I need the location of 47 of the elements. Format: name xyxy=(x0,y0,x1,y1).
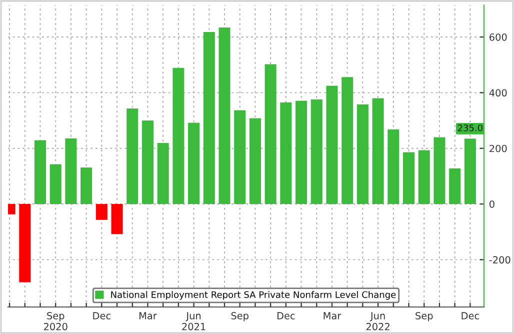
data-label: 235.0 xyxy=(458,124,483,132)
bar xyxy=(19,204,31,282)
x-tick-label: Sep 2020 xyxy=(44,312,68,330)
bar xyxy=(111,204,123,234)
bar xyxy=(203,32,215,204)
x-tick-label: Mar xyxy=(324,312,342,320)
bar xyxy=(388,129,400,204)
bar xyxy=(142,120,154,204)
bar xyxy=(280,102,292,204)
x-tick-label: Dec xyxy=(277,312,295,320)
bar xyxy=(264,64,276,204)
x-tick-label: Sep xyxy=(231,312,248,322)
bar xyxy=(50,164,62,204)
x-tick-label: Dec xyxy=(93,312,110,320)
bar xyxy=(34,140,46,204)
x-tick-label: Dec xyxy=(462,312,479,320)
bar xyxy=(464,138,476,204)
bar xyxy=(80,168,92,204)
bar xyxy=(296,100,308,204)
y-tick-label: 600 xyxy=(490,33,507,41)
bar xyxy=(310,99,322,204)
y-tick-label: 400 xyxy=(489,89,507,97)
bar xyxy=(188,122,200,204)
x-tick-label: Mar xyxy=(140,312,157,320)
bar xyxy=(172,68,184,204)
legend-label: National Employment Report SA Private Nonfarm Level Change xyxy=(111,291,396,300)
bar xyxy=(342,77,354,204)
bar xyxy=(65,138,77,204)
bar xyxy=(126,108,138,204)
bar xyxy=(234,110,246,204)
y-tick-label: 200 xyxy=(490,144,507,152)
y-tick-label: 0 xyxy=(490,200,494,208)
bar xyxy=(157,143,169,204)
bar xyxy=(218,28,230,204)
bar xyxy=(434,137,446,204)
bar xyxy=(249,118,261,204)
bar xyxy=(403,152,415,204)
bar xyxy=(449,168,461,204)
bar xyxy=(372,98,384,204)
bar xyxy=(418,150,430,204)
bar xyxy=(326,86,338,204)
bar xyxy=(96,204,108,220)
y-tick-label: -200 xyxy=(489,256,510,264)
x-tick-label: Sep xyxy=(416,312,433,322)
x-tick-label: Jun 2021 xyxy=(182,312,206,330)
x-tick-label: Jun 2022 xyxy=(366,312,390,330)
bar xyxy=(356,104,368,204)
